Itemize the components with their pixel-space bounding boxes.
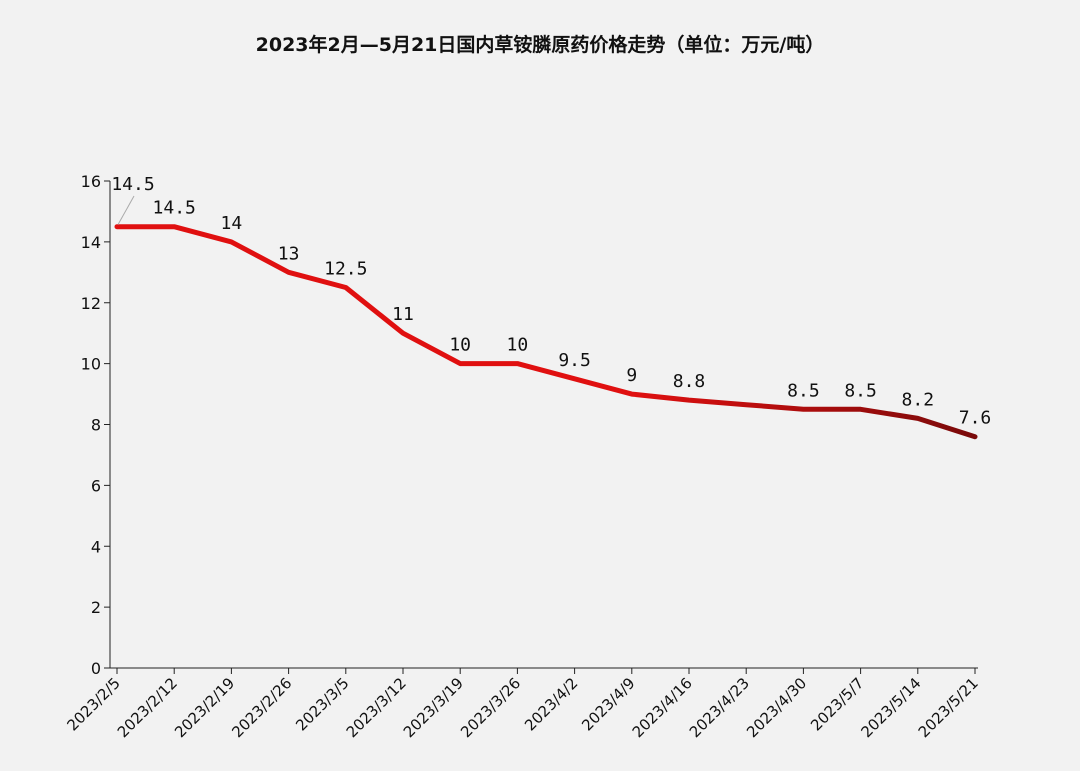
data-label: 10	[507, 335, 529, 356]
y-tick-label: 14	[81, 233, 101, 252]
chart-title: 2023年2月—5月21日国内草铵膦原药价格走势（单位：万元/吨）	[255, 34, 825, 56]
data-label: 11	[392, 304, 414, 325]
x-tick-label: 2023/4/9	[578, 674, 638, 734]
label-leader-line	[117, 195, 135, 225]
axes: 02468101214162023/2/52023/2/122023/2/192…	[63, 172, 981, 741]
data-label: 10	[449, 335, 471, 356]
data-label: 9.5	[558, 350, 591, 371]
data-labels: 14.5 14.5 14 13 12.5 11 10 10 9.5 9 8.8 8.5 8.5 8.2 7.…	[111, 174, 991, 429]
data-label: 14.5	[153, 198, 196, 219]
data-label: 12.5	[324, 259, 367, 280]
x-tick-label: 2023/4/23	[686, 674, 753, 741]
y-tick-label: 8	[91, 416, 101, 435]
x-tick-label: 2023/2/5	[63, 674, 123, 734]
data-label: 8.5	[787, 380, 820, 401]
x-tick-label: 2023/3/26	[457, 674, 524, 741]
x-tick-label: 2023/2/19	[171, 674, 238, 741]
x-tick-label: 2023/5/14	[858, 674, 925, 741]
x-tick-label: 2023/3/12	[343, 674, 410, 741]
x-tick-label: 2023/5/21	[915, 674, 982, 741]
data-label: 8.5	[844, 380, 877, 401]
data-label: 9	[626, 365, 637, 386]
x-tick-label: 2023/4/30	[743, 674, 810, 741]
y-tick-label: 4	[91, 537, 101, 556]
x-tick-label: 2023/5/7	[807, 674, 867, 734]
x-tick-label: 2023/2/12	[114, 674, 181, 741]
series-line	[114, 224, 978, 440]
data-label: 8.8	[673, 371, 706, 392]
y-tick-label: 0	[91, 659, 101, 678]
data-label: 14.5	[111, 174, 154, 195]
x-tick-label: 2023/4/16	[629, 674, 696, 741]
y-tick-label: 2	[91, 598, 101, 617]
series-group	[114, 224, 978, 440]
data-label: 8.2	[902, 389, 935, 410]
x-tick-label: 2023/4/2	[521, 674, 581, 734]
data-label: 13	[278, 243, 300, 264]
y-tick-label: 10	[81, 355, 101, 374]
y-tick-label: 6	[91, 476, 101, 495]
y-tick-label: 16	[81, 172, 101, 191]
x-tick-label: 2023/3/19	[400, 674, 467, 741]
data-label: 7.6	[959, 408, 992, 429]
data-label: 14	[221, 213, 243, 234]
x-tick-label: 2023/2/26	[228, 674, 295, 741]
y-tick-label: 12	[81, 294, 101, 313]
x-tick-label: 2023/3/5	[292, 674, 352, 734]
